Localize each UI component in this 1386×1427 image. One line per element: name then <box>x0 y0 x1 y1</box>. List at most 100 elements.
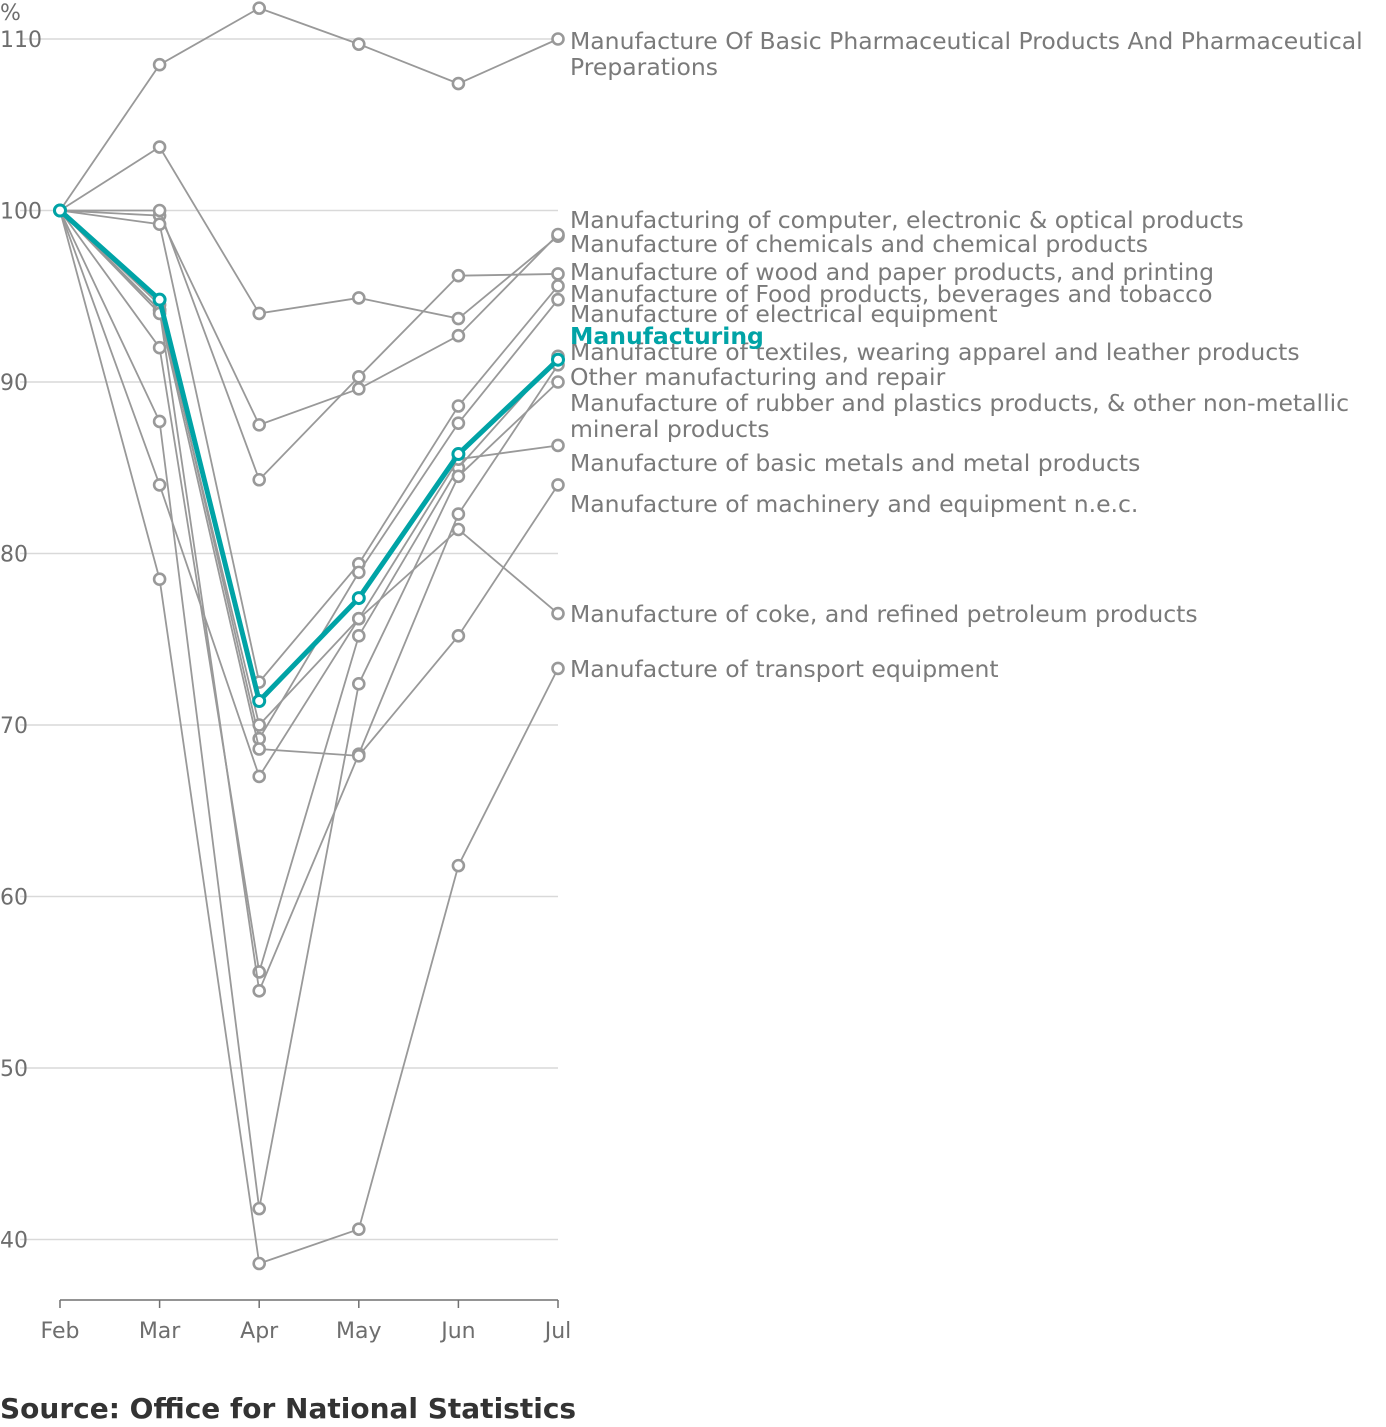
data-point <box>551 279 565 293</box>
series-label-line: Manufacture of coke, and refined petrole… <box>570 600 1198 628</box>
series-line <box>59 210 559 1265</box>
series <box>53 203 565 432</box>
data-point <box>451 311 466 326</box>
y-axis-unit-label: % <box>0 1 21 26</box>
series-label-line: Manufacturing <box>570 322 764 350</box>
data-point <box>351 1222 366 1237</box>
data-point <box>252 1201 267 1216</box>
data-point <box>152 140 167 154</box>
data-point <box>152 57 167 72</box>
x-tick-label: Feb <box>41 1319 80 1344</box>
series-line <box>59 209 559 973</box>
data-point <box>351 37 366 51</box>
data-point <box>451 268 466 283</box>
series-line <box>59 209 559 742</box>
series-label-manufacturing: Manufacturing <box>570 322 764 350</box>
gridlines <box>20 38 558 1241</box>
y-tick-label: 50 <box>0 1057 28 1082</box>
data-point <box>351 611 366 626</box>
data-point <box>551 32 565 46</box>
data-point <box>152 292 167 307</box>
data-point <box>551 267 565 281</box>
series-line <box>59 209 559 426</box>
data-point <box>252 693 267 708</box>
line-chart: 40 50 60 70 80 90 100 110% Feb Mar Apr May Jun Jul Ma… <box>0 1 1363 1344</box>
series-label: Manufacture Of Basic Pharmaceutical Prod… <box>570 27 1363 81</box>
data-point <box>152 414 167 429</box>
series-label: Manufacture of electrical equipment <box>570 300 998 328</box>
series-label-line: Manufacture of electrical equipment <box>570 300 998 328</box>
series-line <box>59 145 559 320</box>
data-point <box>351 370 366 384</box>
series <box>53 203 565 998</box>
x-tick-label: Apr <box>240 1319 279 1344</box>
series <box>53 203 565 487</box>
data-point <box>152 340 167 355</box>
series-label: Manufacturing of computer, electronic & … <box>570 206 1244 234</box>
series-labels: Manufacture Of Basic Pharmaceutical Prod… <box>570 27 1363 683</box>
data-point <box>551 352 565 367</box>
series-line <box>59 209 559 757</box>
data-point <box>351 629 366 643</box>
data-point <box>451 469 466 484</box>
data-point <box>351 291 366 305</box>
data-point <box>252 984 267 998</box>
data-point <box>551 375 565 389</box>
data-point <box>152 572 167 587</box>
data-point <box>351 565 366 580</box>
y-tick-label: 80 <box>0 543 28 568</box>
series-label: Manufacture of transport equipment <box>570 655 999 683</box>
series-label-line: Manufacture of wood and paper products, … <box>570 258 1214 286</box>
data-point <box>351 382 366 396</box>
axes: 40 50 60 70 80 90 100 110% Feb Mar Apr May Jun Jul <box>0 1 571 1344</box>
series-label-line: Manufacture of rubber and plastics produ… <box>570 389 1349 417</box>
data-point <box>551 661 565 676</box>
series-label-line: Other manufacturing and repair <box>570 363 946 391</box>
series-label-line: Manufacture of textiles, wearing apparel… <box>570 338 1300 366</box>
data-point <box>252 418 267 432</box>
series-label: Manufacture of rubber and plastics produ… <box>570 389 1349 443</box>
series <box>53 140 565 326</box>
data-point <box>551 438 565 453</box>
x-tick-label: Mar <box>139 1319 181 1344</box>
series-label-line: mineral products <box>570 415 769 443</box>
data-point <box>252 769 267 784</box>
data-point <box>451 507 466 521</box>
y-tick-label: 60 <box>0 886 28 911</box>
y-tick-label: 90 <box>0 371 28 396</box>
x-tick-label: May <box>336 1319 381 1344</box>
series-label-line: Manufacture of chemicals and chemical pr… <box>570 230 1148 258</box>
series-line <box>60 209 559 482</box>
data-point <box>152 203 167 218</box>
series-line <box>59 7 559 212</box>
data-point <box>451 629 466 643</box>
data-point <box>351 749 366 763</box>
series-label-line: Preparations <box>570 53 718 81</box>
data-point <box>451 76 466 91</box>
data-point <box>252 306 267 321</box>
data-point <box>252 1 267 15</box>
series-line <box>59 210 559 779</box>
data-point <box>152 217 167 232</box>
series-label-line: Manufacture Of Basic Pharmaceutical Prod… <box>570 27 1363 55</box>
series-line <box>58 208 560 706</box>
series-label: Manufacture of machinery and equipment n… <box>570 490 1138 518</box>
series <box>53 203 565 784</box>
data-point <box>351 591 366 606</box>
series-line <box>59 210 559 1209</box>
y-tick-label: 70 <box>0 714 28 739</box>
y-tick-label: 100 <box>0 200 42 225</box>
series-label-line: Manufacture of machinery and equipment n… <box>570 490 1138 518</box>
x-tick-label: Jul <box>543 1319 572 1344</box>
series <box>53 1 565 218</box>
series-label-line: Manufacture of Food products, beverages … <box>570 280 1212 308</box>
y-tick-label: 110 <box>0 28 42 53</box>
series-line <box>59 209 559 727</box>
data-point <box>53 203 67 218</box>
data-point <box>451 447 466 462</box>
data-point <box>451 328 466 343</box>
data-point <box>551 292 565 307</box>
series-label: Manufacture of chemicals and chemical pr… <box>570 230 1148 258</box>
data-point <box>252 742 267 756</box>
series-label-line: Manufacturing of computer, electronic & … <box>570 206 1244 234</box>
